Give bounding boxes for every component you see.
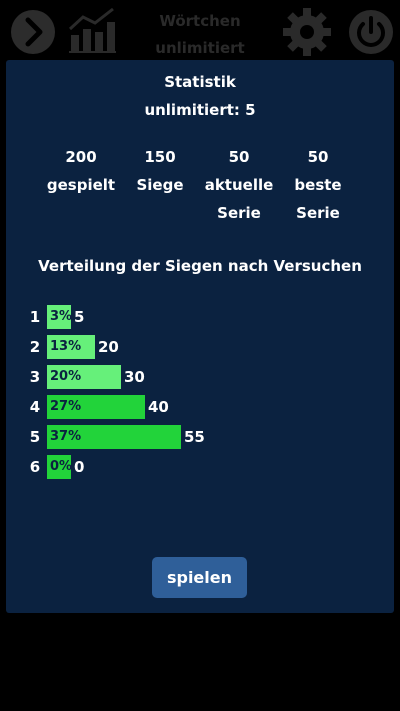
win-count: 40: [148, 398, 169, 416]
stat-label: beste: [294, 176, 342, 194]
stat-value: 200: [65, 148, 97, 166]
distribution-title: Verteilung der Siegen nach Versuchen: [38, 257, 362, 275]
attempt-number: 3: [29, 368, 41, 386]
play-button[interactable]: spielen: [152, 557, 247, 598]
distribution-bar: 27%: [47, 395, 145, 419]
distribution-bar: 13%: [47, 335, 95, 359]
win-count: 20: [98, 338, 119, 356]
win-count: 0: [74, 458, 85, 476]
power-icon: [349, 10, 393, 54]
distribution-bar: 37%: [47, 425, 181, 449]
stat-label: Siege: [136, 176, 184, 194]
distribution-row: 4 27% 40: [28, 395, 368, 419]
win-count: 30: [124, 368, 145, 386]
attempt-number: 5: [29, 428, 41, 446]
stat-wins: 150 Siege: [115, 143, 205, 199]
distribution-row: 6 0% 0: [28, 455, 368, 479]
chevron-right-icon: [11, 10, 55, 54]
gear-icon: [283, 8, 331, 56]
stat-label: gespielt: [46, 176, 116, 194]
attempt-number: 1: [29, 308, 41, 326]
stat-best-streak: 50 beste Serie: [273, 143, 363, 227]
stat-played: 200 gespielt: [36, 143, 126, 199]
chart-icon: [68, 7, 116, 53]
attempt-number: 4: [29, 398, 41, 416]
dialog-subtitle: unlimitiert: 5: [144, 101, 256, 119]
top-bar: Wörtchen unlimitiert: [0, 0, 400, 66]
stat-value: 50: [228, 148, 250, 166]
dialog-title: Statistik unlimitiert: 5: [6, 68, 394, 124]
distribution-row: 5 37% 55: [28, 425, 368, 449]
stat-label: aktuelle: [204, 176, 274, 194]
statistics-dialog: Statistik unlimitiert: 5 200 gespielt 15…: [6, 60, 394, 613]
stat-current-streak: 50 aktuelle Serie: [194, 143, 284, 227]
distribution-bar: 3%: [47, 305, 72, 329]
statistics-button[interactable]: [66, 4, 118, 56]
stat-value: 150: [144, 148, 176, 166]
attempt-number: 6: [29, 458, 41, 476]
stat-label-line2: Serie: [296, 204, 340, 222]
power-button[interactable]: [346, 7, 396, 57]
distribution-row: 2 13% 20: [28, 335, 368, 359]
win-count: 5: [74, 308, 85, 326]
win-count: 55: [184, 428, 205, 446]
distribution-bar: 0%: [47, 455, 72, 479]
app-title: Wörtchen unlimitiert: [140, 8, 260, 62]
distribution-row: 1 3% 5: [28, 305, 368, 329]
next-button[interactable]: [8, 7, 58, 57]
dialog-title-text: Statistik: [164, 73, 236, 91]
stat-label-line2: Serie: [217, 204, 261, 222]
settings-button[interactable]: [280, 5, 334, 59]
stat-value: 50: [307, 148, 329, 166]
distribution-bar: 20%: [47, 365, 121, 389]
app-title-line1: Wörtchen: [159, 12, 241, 30]
distribution-row: 3 20% 30: [28, 365, 368, 389]
app-title-line2: unlimitiert: [155, 39, 245, 57]
attempt-number: 2: [29, 338, 41, 356]
